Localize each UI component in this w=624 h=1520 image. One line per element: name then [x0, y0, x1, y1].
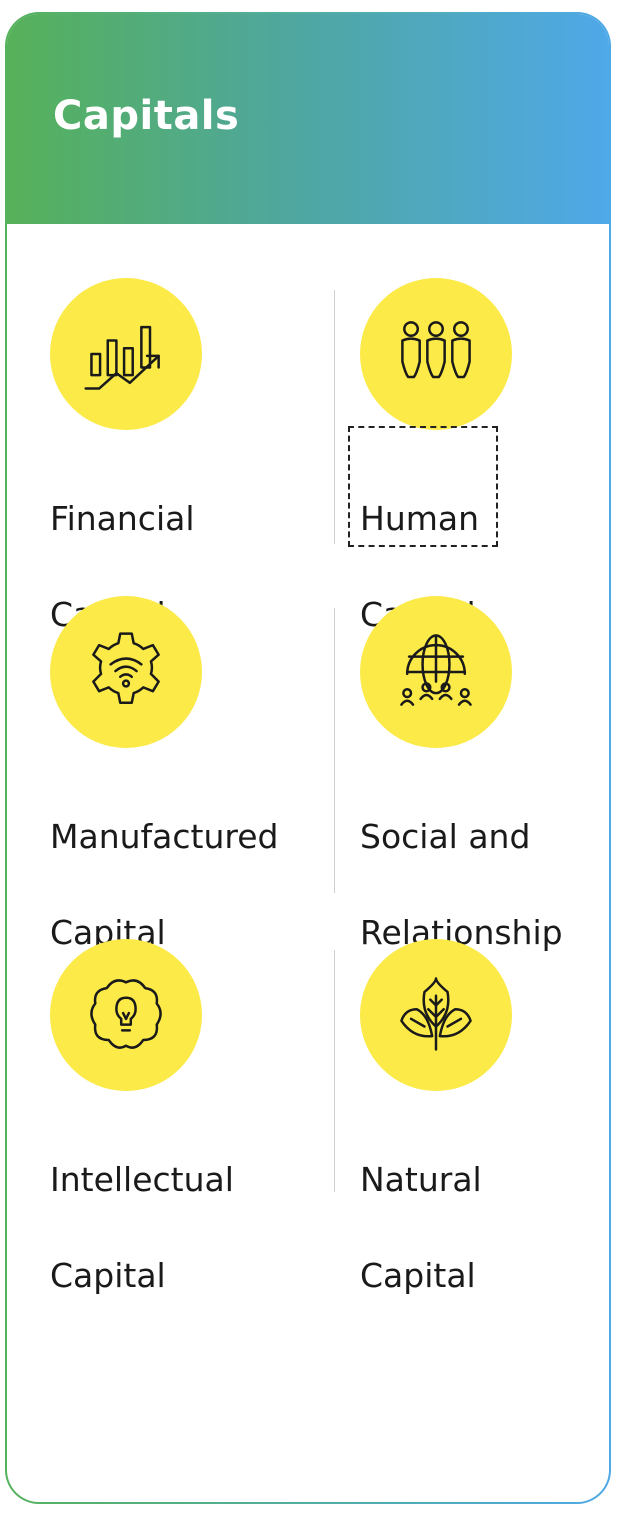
capital-label-line: Capital: [360, 1256, 476, 1295]
globe-community-icon: [400, 634, 472, 706]
card-title: Capitals: [53, 93, 240, 139]
column-divider: [334, 950, 335, 1192]
human-icon-circle: [360, 278, 512, 430]
capital-item-intellectual[interactable]: Intellectual Capital: [50, 939, 300, 1348]
financial-icon-circle: [50, 278, 202, 430]
brain-bulb-icon: [90, 979, 162, 1049]
capital-label-line: Manufactured: [50, 817, 279, 856]
gear-wifi-icon: [92, 632, 160, 704]
social-icon-circle: [360, 596, 512, 748]
card-header: Capitals: [7, 14, 609, 224]
capital-label-line: Financial: [50, 499, 195, 538]
leaves-icon: [400, 977, 472, 1051]
capital-label-line: Social and: [360, 817, 531, 856]
capital-label: Intellectual Capital: [50, 1108, 300, 1348]
capital-label-line: Human: [360, 499, 480, 538]
capital-label-line: Natural: [360, 1160, 482, 1199]
people-group-icon: [401, 321, 471, 379]
manufactured-icon-circle: [50, 596, 202, 748]
financial-chart-icon: [84, 325, 160, 390]
intellectual-icon-circle: [50, 939, 202, 1091]
natural-icon-circle: [360, 939, 512, 1091]
capitals-grid: Financial Capital Human Capital: [7, 14, 609, 1502]
column-divider: [334, 608, 335, 893]
capital-item-natural[interactable]: Natural Capital: [360, 939, 609, 1348]
capital-item-manufactured[interactable]: Manufactured Capital: [50, 596, 300, 1005]
capitals-card: Capitals Financial Capital: [5, 12, 611, 1504]
capital-label-line: Capital: [50, 1256, 166, 1295]
column-divider: [334, 290, 335, 544]
capital-label: Natural Capital: [360, 1108, 609, 1348]
capital-label-line: Intellectual: [50, 1160, 234, 1199]
